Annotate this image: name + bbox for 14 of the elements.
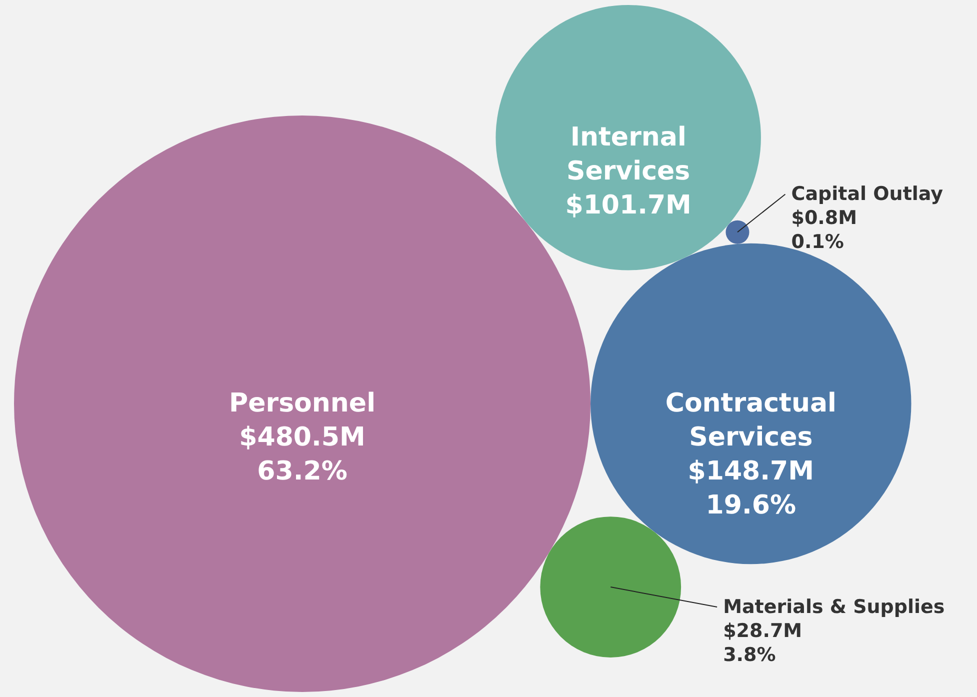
data-label: $480.5M (239, 422, 366, 453)
data-label: $148.7M (688, 456, 814, 487)
text: 63.2% (257, 456, 348, 487)
category-label: Capital Outlay (791, 183, 944, 206)
text: 19.6% (706, 490, 796, 521)
category-label: Contractual Services (665, 388, 836, 453)
data-label: $28.7M (723, 620, 802, 642)
data-label: $101.7M (565, 190, 692, 221)
category-label: Internal Services (566, 122, 690, 187)
data-label: $0.8M (791, 207, 858, 230)
text: 3.8% (723, 644, 776, 666)
category-label: Materials & Supplies (723, 596, 945, 618)
text: 0.1% (791, 231, 844, 254)
category-label: Personnel (229, 388, 376, 419)
